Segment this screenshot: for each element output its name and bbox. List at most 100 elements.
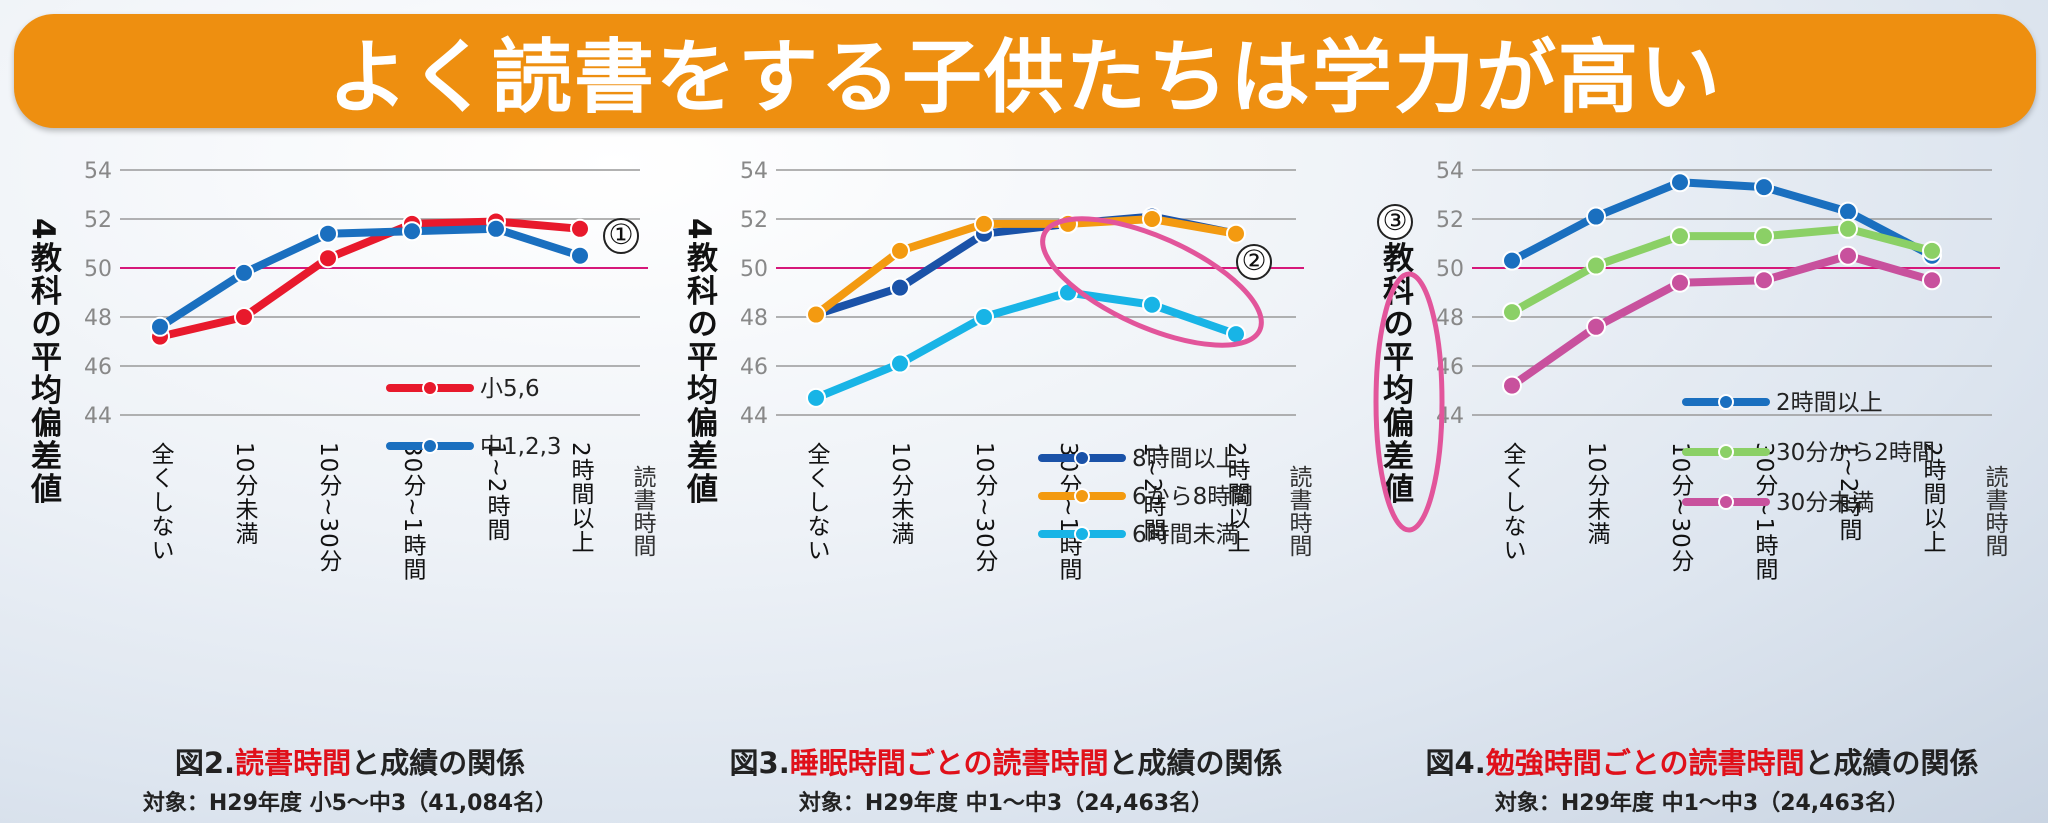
y-tick-label: 50 (1436, 257, 1464, 282)
legend-label: 小5,6 (480, 376, 540, 402)
annotation-marker: ① (608, 218, 633, 251)
data-point (806, 304, 826, 325)
data-point (1502, 302, 1522, 323)
chart-sleep-reading: 54 52 50 48 46 44 4教科の平均偏差値 全くしない 10分未満 10分~30分 30… (666, 140, 1346, 823)
x-category-label: 全くしない (1499, 442, 1527, 562)
x-category-label: 1~2時間 (1139, 442, 1166, 542)
data-point (974, 213, 994, 234)
chart-caption: 図3.睡眠時間ごとの読書時間と成績の関係 (729, 746, 1283, 780)
series-line (1508, 251, 1936, 390)
y-tick-label: 50 (740, 257, 768, 282)
chart-caption: 図2.読書時間と成績の関係 (174, 746, 526, 780)
data-point (402, 221, 422, 242)
y-tick-label: 54 (84, 159, 112, 184)
chart-sleep-reading-plot: 54 52 50 48 46 44 4教科の平均偏差値 全くしない 10分未満 10分~30分 30… (681, 159, 1313, 581)
data-point (318, 248, 338, 269)
x-category-label: 全くしない (803, 442, 831, 562)
data-point (1754, 270, 1774, 291)
data-point (1586, 316, 1606, 337)
legend-swatch-marker (1074, 450, 1090, 466)
y-tick-label: 52 (740, 208, 768, 233)
data-point (234, 307, 254, 327)
x-category-label: 2時間以上 (567, 442, 594, 554)
data-point (974, 307, 994, 327)
legend-label: 30分から2時間 (1776, 440, 1935, 466)
legend-label: 8時間以上 (1132, 446, 1239, 472)
data-point (890, 353, 910, 374)
data-point (570, 218, 590, 239)
data-point (1502, 250, 1522, 271)
annotation-circle (1236, 244, 1272, 280)
data-point (1754, 177, 1774, 198)
y-tick-label: 46 (84, 355, 112, 380)
x-category-label: 全くしない (147, 442, 175, 562)
y-tick-label: 48 (740, 306, 768, 331)
chart-study-reading: 54 52 50 48 46 44 4教科の平均偏差値 全くしない 10分未満 10分~30分 30… (1362, 140, 2042, 823)
legend-label: 2時間以上 (1776, 390, 1883, 416)
x-category-label: 10分未満 (231, 442, 259, 545)
y-tick-label: 48 (84, 306, 112, 331)
legend-swatch-marker (1718, 394, 1734, 410)
banner-title: よく読書をする子供たちは学力が高い (328, 31, 1722, 124)
title-banner: よく読書をする子供たちは学力が高い (14, 14, 2036, 128)
x-category-label: 10分~30分 (1667, 442, 1694, 573)
y-tick-label: 48 (1436, 306, 1464, 331)
data-point (570, 245, 590, 266)
legend-label: 30分未満 (1776, 490, 1874, 516)
annotation-circle (1377, 204, 1413, 240)
x-category-label: 30分~1時間 (1751, 442, 1778, 581)
chart-subcaption: 対象：H29年度 小5～中3（41,084名） (142, 791, 558, 816)
data-point (1670, 172, 1690, 193)
x-category-label: 2時間以上 (1223, 442, 1250, 554)
data-point (1838, 218, 1858, 239)
data-point (1142, 209, 1162, 229)
data-point (890, 277, 910, 298)
data-point (1670, 226, 1690, 247)
legend-label: 中1,2,3 (480, 434, 562, 460)
data-point (890, 240, 910, 261)
data-point (806, 387, 826, 408)
legend-swatch-marker (1718, 444, 1734, 460)
chart-caption: 図4.勉強時間ごとの読書時間と成績の関係 (1425, 746, 1979, 780)
x-category-label: 30分~1時間 (1055, 442, 1082, 581)
data-point (486, 218, 506, 239)
chart-subcaption: 対象：H29年度 中1～中3（24,463名） (798, 791, 1214, 816)
legend-swatch-marker (422, 380, 438, 396)
annotation-marker: ② (1241, 244, 1266, 277)
legend-swatch-marker (422, 438, 438, 454)
data-point (1838, 201, 1858, 222)
y-tick-label: 50 (84, 257, 112, 282)
legend-swatch-marker (1718, 494, 1734, 510)
x-category-label: 2時間以上 (1919, 442, 1946, 554)
y-tick-label: 54 (740, 159, 768, 184)
data-point (1922, 240, 1942, 261)
x-category-label: 1~2時間 (1835, 442, 1862, 542)
y-tick-label: 46 (740, 355, 768, 380)
series-line (1508, 224, 1936, 317)
data-point (150, 316, 170, 337)
series-line (812, 288, 1240, 402)
x-category-label: 10分未満 (887, 442, 915, 545)
x-category-label: 10分未満 (1583, 442, 1611, 545)
annotation-marker: ③ (1382, 204, 1407, 237)
legend-swatch-marker (1074, 526, 1090, 542)
annotation-circle (603, 218, 639, 254)
y-tick-label: 52 (1436, 208, 1464, 233)
y-tick-label: 44 (740, 404, 768, 429)
legend-label: 6から8時間 (1132, 484, 1253, 510)
data-point (318, 223, 338, 244)
series-line (1508, 178, 1936, 265)
y-axis-label: 4教科の平均偏差値 (681, 218, 719, 506)
highlight-ellipse (1373, 271, 1445, 533)
series-line (812, 215, 1240, 319)
x-axis-title: 読書時間 (1981, 465, 2009, 557)
data-point (1502, 375, 1522, 396)
legend-swatch-marker (1074, 488, 1090, 504)
y-tick-label: 54 (1436, 159, 1464, 184)
chart-reading-time: 54 52 50 48 46 44 4教科の平均偏差値 全くしない 10分未満 10分~30分 30… (10, 140, 690, 823)
chart-subcaption: 対象：H29年度 中1～中3（24,463名） (1494, 791, 1910, 816)
x-axis-title: 読書時間 (1285, 465, 1313, 557)
chart-reading-time-plot: 54 52 50 48 46 44 4教科の平均偏差値 全くしない 10分未満 10分~30分 30… (25, 159, 657, 581)
data-point (1838, 245, 1858, 266)
